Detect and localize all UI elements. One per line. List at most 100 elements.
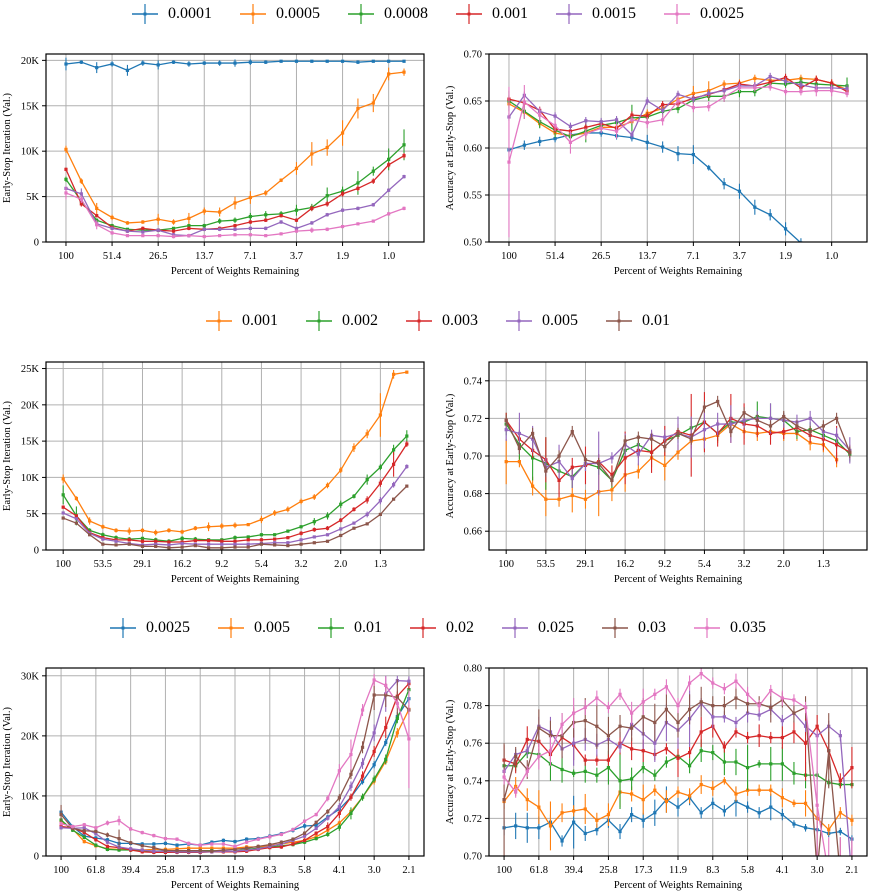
y-tick-label: 25K xyxy=(21,364,40,375)
data-point xyxy=(525,737,529,742)
data-point xyxy=(711,715,715,719)
data-point xyxy=(312,528,316,532)
data-point xyxy=(273,533,277,537)
x-axis-label: Percent of Weights Remaining xyxy=(171,880,300,891)
y-axis-label: Early-Stop Iteration (Val.) xyxy=(2,707,13,817)
data-point xyxy=(152,842,156,846)
data-point xyxy=(273,543,277,547)
data-point xyxy=(803,705,808,710)
data-point xyxy=(584,132,588,136)
data-point xyxy=(279,178,283,182)
data-point xyxy=(517,460,521,464)
data-point xyxy=(676,805,680,809)
data-point xyxy=(360,708,365,712)
data-point xyxy=(337,805,341,809)
data-point xyxy=(815,724,819,728)
data-point xyxy=(264,191,268,195)
data-point xyxy=(163,841,168,845)
data-point xyxy=(117,836,121,841)
x-tick-label: 2.1 xyxy=(402,865,415,876)
data-point xyxy=(405,442,409,446)
data-point xyxy=(371,59,375,63)
data-point xyxy=(340,192,345,196)
data-point xyxy=(286,541,290,545)
data-point xyxy=(59,826,63,830)
x-tick-label: 9.2 xyxy=(658,559,671,570)
x-tick-label: 100 xyxy=(53,865,69,876)
data-point xyxy=(356,206,360,210)
data-point xyxy=(572,820,576,824)
data-point xyxy=(154,542,158,546)
data-point xyxy=(279,832,283,836)
data-point xyxy=(372,749,376,754)
data-point xyxy=(395,716,399,721)
data-point xyxy=(570,476,574,481)
y-tick-label: 0 xyxy=(34,546,39,557)
data-point xyxy=(171,233,176,237)
x-tick-label: 5.8 xyxy=(741,865,754,876)
y-tick-label: 0.68 xyxy=(464,489,482,500)
data-point xyxy=(783,90,788,94)
x-tick-label: 39.4 xyxy=(564,865,583,876)
data-point xyxy=(522,100,526,104)
data-point xyxy=(294,166,299,171)
data-point xyxy=(780,796,784,800)
x-tick-label: 26.5 xyxy=(149,251,167,262)
data-point xyxy=(326,824,330,829)
x-tick-label: 13.7 xyxy=(638,251,656,262)
data-point xyxy=(140,539,145,543)
data-point xyxy=(553,137,557,141)
legend-label: 0.0015 xyxy=(592,5,636,22)
y-tick-label: 20K xyxy=(21,400,40,411)
data-point xyxy=(356,106,360,111)
data-point xyxy=(395,731,399,735)
data-point xyxy=(154,530,158,535)
data-point xyxy=(127,529,131,533)
plot-frame xyxy=(488,53,868,243)
legend-item-0p01: 0.01 xyxy=(318,616,382,640)
data-point xyxy=(827,873,830,876)
legend-errorbar-marker-icon xyxy=(456,4,482,24)
series-0p001 xyxy=(61,369,409,536)
data-point xyxy=(830,81,834,85)
data-point xyxy=(279,212,283,216)
legend-label: 0.01 xyxy=(354,619,382,636)
data-point xyxy=(360,774,365,778)
data-point xyxy=(340,131,345,135)
data-point xyxy=(537,805,541,809)
y-tick-label: 0.76 xyxy=(464,739,482,750)
y-axis-label: Early-Stop Iteration (Val.) xyxy=(2,93,13,203)
data-point xyxy=(202,209,206,213)
data-point xyxy=(310,152,314,156)
legend-item-0p0001: 0.0001 xyxy=(132,2,212,26)
data-point xyxy=(79,197,83,201)
series-0p0005 xyxy=(64,67,406,225)
data-point xyxy=(525,798,529,802)
data-point xyxy=(256,837,260,841)
data-point xyxy=(140,536,145,540)
data-point xyxy=(687,764,692,768)
data-point xyxy=(221,838,226,842)
data-point xyxy=(110,215,114,220)
data-point xyxy=(769,788,773,792)
x-axis-label: Percent of Weights Remaining xyxy=(171,266,300,277)
data-point xyxy=(337,821,341,825)
data-point xyxy=(314,820,318,824)
data-point xyxy=(645,99,649,103)
data-point xyxy=(273,537,277,541)
data-point xyxy=(531,484,535,488)
legend-label: 0.0005 xyxy=(276,5,320,22)
data-point xyxy=(392,372,396,376)
data-point xyxy=(699,672,703,676)
legend-label: 0.0025 xyxy=(146,619,190,636)
data-point xyxy=(517,431,521,436)
data-point xyxy=(553,123,557,128)
x-tick-label: 53.5 xyxy=(94,559,112,570)
data-point xyxy=(630,747,634,751)
data-point xyxy=(525,769,529,773)
data-point xyxy=(244,846,249,850)
data-point xyxy=(64,147,68,151)
data-point xyxy=(105,833,110,837)
data-point xyxy=(163,848,168,853)
data-point xyxy=(356,181,360,185)
